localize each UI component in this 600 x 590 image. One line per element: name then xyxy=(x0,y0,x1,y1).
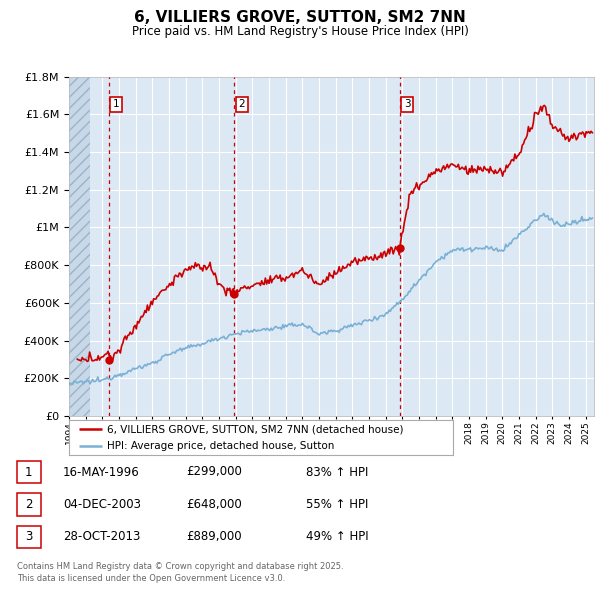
Text: Contains HM Land Registry data © Crown copyright and database right 2025.
This d: Contains HM Land Registry data © Crown c… xyxy=(17,562,343,583)
Text: 3: 3 xyxy=(404,99,410,109)
Text: 1: 1 xyxy=(113,99,119,109)
Text: £299,000: £299,000 xyxy=(186,466,242,478)
Bar xyxy=(69,77,90,416)
Text: 28-OCT-2013: 28-OCT-2013 xyxy=(63,530,140,543)
Text: 16-MAY-1996: 16-MAY-1996 xyxy=(63,466,140,478)
Text: Price paid vs. HM Land Registry's House Price Index (HPI): Price paid vs. HM Land Registry's House … xyxy=(131,25,469,38)
Text: 83% ↑ HPI: 83% ↑ HPI xyxy=(306,466,368,478)
Text: £889,000: £889,000 xyxy=(186,530,242,543)
Text: 6, VILLIERS GROVE, SUTTON, SM2 7NN: 6, VILLIERS GROVE, SUTTON, SM2 7NN xyxy=(134,10,466,25)
Text: 6, VILLIERS GROVE, SUTTON, SM2 7NN (detached house): 6, VILLIERS GROVE, SUTTON, SM2 7NN (deta… xyxy=(107,424,404,434)
Text: 55% ↑ HPI: 55% ↑ HPI xyxy=(306,498,368,511)
Text: 3: 3 xyxy=(25,530,32,543)
Text: 2: 2 xyxy=(239,99,245,109)
Text: 2: 2 xyxy=(25,498,32,511)
Text: 1: 1 xyxy=(25,466,32,478)
Text: £648,000: £648,000 xyxy=(186,498,242,511)
Text: 04-DEC-2003: 04-DEC-2003 xyxy=(63,498,141,511)
Text: HPI: Average price, detached house, Sutton: HPI: Average price, detached house, Sutt… xyxy=(107,441,335,451)
Text: 49% ↑ HPI: 49% ↑ HPI xyxy=(306,530,368,543)
